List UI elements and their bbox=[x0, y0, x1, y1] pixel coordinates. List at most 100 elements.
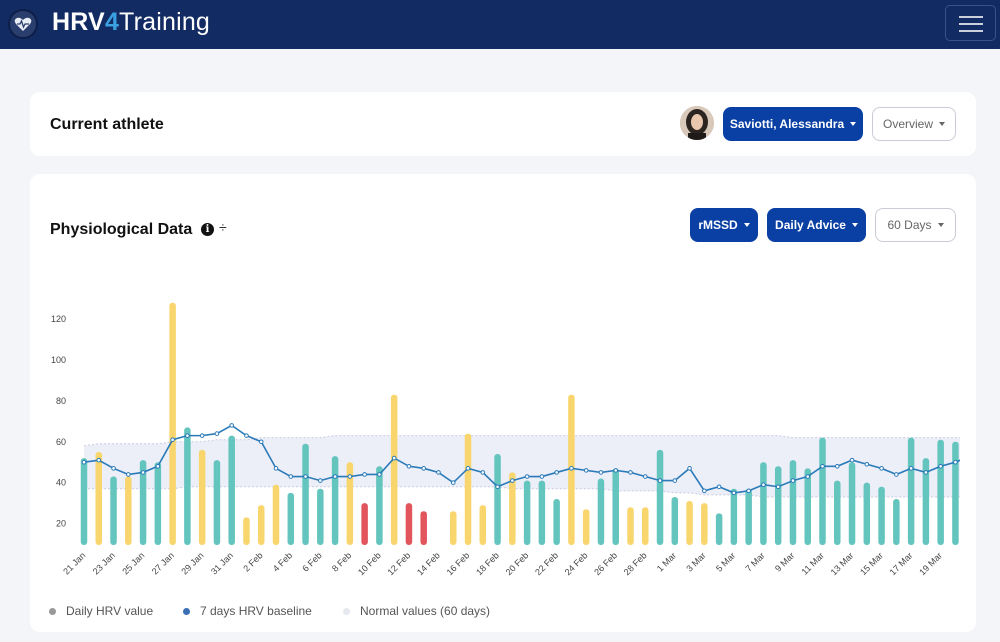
x-tick-label: 5 Mar bbox=[714, 550, 737, 573]
hrv-bar bbox=[671, 496, 679, 545]
legend-daily-label: Daily HRV value bbox=[66, 604, 154, 618]
hrv-bar bbox=[228, 435, 235, 545]
hrv-bar bbox=[509, 472, 516, 545]
athlete-avatar bbox=[680, 106, 714, 140]
hrv-bar bbox=[715, 513, 723, 545]
caret-down-icon bbox=[937, 223, 944, 227]
y-tick-label: 40 bbox=[56, 478, 66, 488]
baseline-point bbox=[657, 478, 663, 483]
info-icon[interactable]: i bbox=[201, 223, 214, 236]
baseline-point bbox=[244, 433, 249, 438]
hrv-bar bbox=[730, 488, 738, 545]
x-tick-label: 3 Mar bbox=[684, 550, 707, 573]
x-tick-label: 29 Jan bbox=[179, 550, 205, 576]
metric-select-button[interactable]: rMSSD bbox=[690, 208, 758, 242]
view-select-button[interactable]: Overview bbox=[872, 107, 956, 141]
baseline-point bbox=[746, 488, 751, 494]
x-tick-label: 20 Feb bbox=[504, 550, 531, 577]
x-tick-label: 9 Mar bbox=[773, 550, 796, 573]
hrv-bar bbox=[479, 505, 487, 545]
x-tick-label: 27 Jan bbox=[150, 550, 176, 576]
current-athlete-title: Current athlete bbox=[50, 116, 164, 133]
baseline-point bbox=[318, 478, 323, 483]
hrv-bar bbox=[819, 437, 826, 545]
hrv-bar bbox=[848, 462, 856, 545]
baseline-point bbox=[761, 482, 766, 487]
baseline-point bbox=[436, 470, 441, 475]
x-tick-label: 2 Feb bbox=[241, 550, 264, 573]
hrv-bar bbox=[464, 433, 472, 545]
legend-normal[interactable]: Normal values (60 days) bbox=[343, 604, 490, 618]
range-label: 60 Days bbox=[887, 218, 932, 232]
hamburger-menu-icon[interactable] bbox=[945, 5, 996, 41]
legend-daily[interactable]: Daily HRV value bbox=[49, 604, 153, 618]
hrv-bar bbox=[243, 517, 250, 545]
x-tick-label: 10 Feb bbox=[356, 550, 383, 577]
advice-label: Daily Advice bbox=[775, 218, 846, 232]
legend-baseline[interactable]: 7 days HRV baseline bbox=[183, 604, 312, 618]
hrv-bar bbox=[405, 503, 413, 545]
hrv-bar bbox=[701, 503, 708, 545]
x-tick-label: 16 Feb bbox=[445, 550, 472, 577]
baseline-point bbox=[273, 466, 279, 471]
baseline-point bbox=[790, 478, 796, 483]
hrv-bar bbox=[420, 511, 427, 545]
baseline-point bbox=[111, 466, 116, 471]
baseline-point bbox=[879, 466, 884, 471]
baseline-point bbox=[303, 474, 308, 479]
hrv-bar bbox=[686, 501, 693, 545]
hrv-bar bbox=[907, 437, 915, 545]
x-tick-label: 17 Mar bbox=[888, 550, 915, 577]
range-select-button[interactable]: 60 Days bbox=[875, 208, 956, 242]
hrv-bar bbox=[272, 484, 280, 545]
athlete-select-button[interactable]: Saviotti, Alessandra bbox=[723, 107, 863, 141]
baseline-point bbox=[96, 457, 102, 463]
heart-logo-icon[interactable] bbox=[8, 9, 38, 39]
baseline-point bbox=[347, 474, 353, 479]
hrv-bar bbox=[346, 462, 354, 545]
x-tick-label: 13 Mar bbox=[829, 550, 856, 577]
x-tick-label: 19 Mar bbox=[917, 550, 944, 577]
hrv-bar bbox=[80, 458, 88, 545]
baseline-point bbox=[923, 470, 929, 475]
hrv-bar bbox=[331, 456, 339, 545]
sort-icon[interactable]: ÷ bbox=[219, 219, 227, 235]
baseline-point bbox=[450, 480, 456, 485]
x-tick-label: 22 Feb bbox=[533, 550, 560, 577]
x-tick-label: 8 Feb bbox=[330, 550, 353, 573]
hrv-bar bbox=[745, 488, 752, 545]
x-tick-label: 18 Feb bbox=[474, 550, 501, 577]
hrv-bar bbox=[257, 505, 265, 545]
hrv-bar bbox=[627, 507, 634, 545]
baseline-point bbox=[140, 470, 146, 475]
y-tick-label: 60 bbox=[56, 437, 66, 447]
hrv-bar bbox=[287, 492, 295, 545]
baseline-point bbox=[155, 463, 161, 469]
baseline-point bbox=[775, 484, 781, 490]
baseline-point bbox=[953, 459, 958, 465]
physiological-data-card bbox=[30, 174, 976, 632]
baseline-point bbox=[938, 463, 943, 469]
hrv-bar bbox=[642, 507, 649, 545]
baseline-point bbox=[716, 484, 722, 490]
x-tick-label: 1 Mar bbox=[655, 550, 678, 573]
app-logo-text[interactable]: HRV4Training bbox=[52, 8, 210, 37]
baseline-point bbox=[613, 468, 619, 473]
physiological-data-title: Physiological Data bbox=[50, 221, 193, 238]
baseline-point bbox=[642, 474, 648, 479]
metric-label: rMSSD bbox=[698, 218, 738, 232]
baseline-point bbox=[81, 459, 87, 465]
hrv-bar bbox=[184, 427, 191, 545]
baseline-point bbox=[199, 433, 205, 438]
hrv-bar bbox=[612, 468, 619, 545]
x-tick-label: 24 Feb bbox=[563, 550, 590, 577]
y-tick-label: 100 bbox=[51, 355, 66, 365]
baseline-point bbox=[583, 468, 589, 473]
hrv-bar bbox=[893, 499, 900, 545]
caret-down-icon bbox=[850, 122, 857, 126]
hrv-bar bbox=[95, 451, 103, 545]
hrv-bar bbox=[789, 460, 797, 545]
baseline-point bbox=[480, 470, 486, 475]
legend-dot-icon bbox=[49, 607, 56, 615]
advice-select-button[interactable]: Daily Advice bbox=[767, 208, 866, 242]
